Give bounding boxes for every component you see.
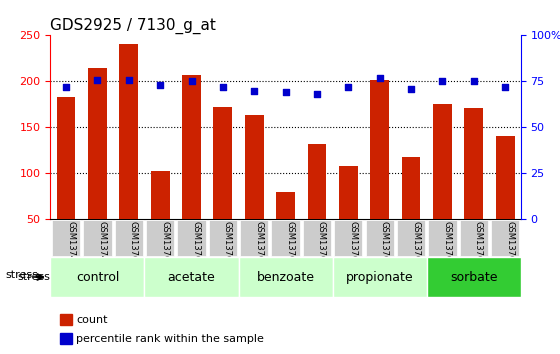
Text: GSM137675: GSM137675	[129, 221, 138, 272]
Text: GSM137684: GSM137684	[411, 221, 420, 272]
Point	[501, 84, 510, 90]
Bar	[307, 144, 326, 266]
Bar	[119, 44, 138, 266]
Text: GSM137679: GSM137679	[254, 221, 263, 272]
Text: GDS2925 / 7130_g_at: GDS2925 / 7130_g_at	[50, 18, 216, 34]
FancyBboxPatch shape	[50, 257, 144, 297]
Bar	[88, 68, 107, 266]
Text: GSM137687: GSM137687	[505, 221, 514, 273]
FancyBboxPatch shape	[491, 220, 519, 256]
Text: GSM137682: GSM137682	[348, 221, 357, 272]
FancyBboxPatch shape	[366, 220, 394, 256]
Bar	[213, 107, 232, 266]
Point	[124, 77, 133, 82]
Text: stress: stress	[17, 272, 50, 282]
FancyBboxPatch shape	[52, 220, 80, 256]
FancyBboxPatch shape	[146, 220, 174, 256]
Text: GSM137678: GSM137678	[223, 221, 232, 273]
FancyBboxPatch shape	[239, 257, 333, 297]
Bar	[57, 97, 76, 266]
Text: acetate: acetate	[167, 270, 216, 284]
FancyBboxPatch shape	[428, 220, 456, 256]
Text: benzoate: benzoate	[256, 270, 315, 284]
FancyBboxPatch shape	[333, 257, 427, 297]
Text: GSM137498: GSM137498	[97, 221, 106, 272]
FancyBboxPatch shape	[209, 220, 237, 256]
Point	[312, 91, 321, 97]
FancyBboxPatch shape	[334, 220, 362, 256]
FancyBboxPatch shape	[272, 220, 300, 256]
Bar	[276, 192, 295, 266]
Text: GSM137683: GSM137683	[380, 221, 389, 273]
Text: sorbate: sorbate	[450, 270, 497, 284]
Bar	[60, 314, 72, 325]
Point	[375, 75, 384, 81]
Text: control: control	[76, 270, 119, 284]
Text: GSM137686: GSM137686	[474, 221, 483, 273]
Bar	[402, 157, 421, 266]
Text: GSM137497: GSM137497	[66, 221, 75, 272]
Point	[250, 88, 259, 93]
FancyBboxPatch shape	[303, 220, 331, 256]
Text: GSM137681: GSM137681	[317, 221, 326, 272]
Point	[438, 79, 447, 84]
Bar	[339, 166, 358, 266]
FancyBboxPatch shape	[144, 257, 239, 297]
Text: stress: stress	[5, 270, 38, 280]
Bar	[370, 80, 389, 266]
Text: GSM137680: GSM137680	[286, 221, 295, 272]
Bar	[182, 75, 201, 266]
FancyBboxPatch shape	[460, 220, 488, 256]
Bar	[245, 115, 264, 266]
FancyBboxPatch shape	[240, 220, 268, 256]
Point	[187, 79, 196, 84]
Point	[156, 82, 165, 88]
Text: count: count	[76, 315, 108, 325]
Point	[281, 90, 290, 95]
FancyBboxPatch shape	[83, 220, 111, 256]
FancyBboxPatch shape	[397, 220, 425, 256]
Point	[407, 86, 416, 92]
Point	[93, 77, 102, 82]
Bar	[151, 171, 170, 266]
Bar	[60, 333, 72, 344]
Point	[344, 84, 353, 90]
Text: percentile rank within the sample: percentile rank within the sample	[76, 334, 264, 344]
Bar	[496, 136, 515, 266]
FancyBboxPatch shape	[427, 257, 521, 297]
Bar	[433, 104, 452, 266]
FancyBboxPatch shape	[178, 220, 206, 256]
FancyBboxPatch shape	[115, 220, 143, 256]
Text: propionate: propionate	[346, 270, 413, 284]
Text: GSM137677: GSM137677	[192, 221, 200, 273]
Text: GSM137685: GSM137685	[442, 221, 451, 272]
Point	[62, 84, 71, 90]
Point	[218, 84, 227, 90]
Point	[469, 79, 478, 84]
Bar	[464, 108, 483, 266]
Text: GSM137676: GSM137676	[160, 221, 169, 273]
